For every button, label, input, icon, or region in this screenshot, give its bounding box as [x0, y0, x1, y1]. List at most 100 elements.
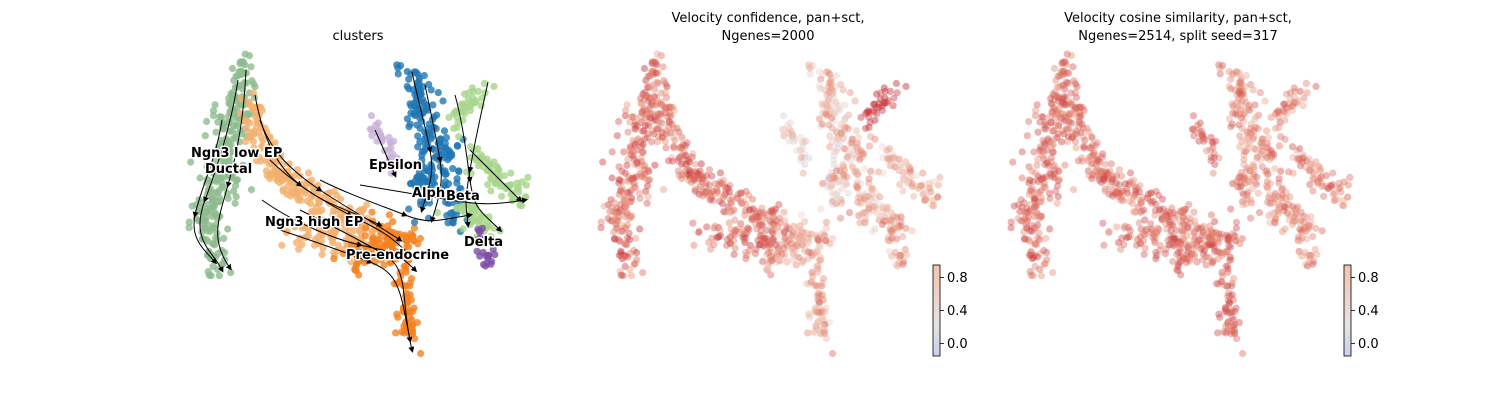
cell-point [1239, 110, 1247, 119]
cell-point [830, 148, 838, 156]
cell-point [1063, 78, 1071, 86]
cell-point [1309, 187, 1317, 195]
cluster-label-ductal: Ductal [205, 162, 252, 177]
cell-point [756, 210, 764, 218]
cell-point [814, 233, 822, 241]
cell-point [643, 92, 651, 100]
streamline [217, 69, 247, 271]
cell-point [1159, 205, 1167, 213]
cell-point [631, 141, 639, 149]
cell-point [810, 249, 818, 257]
cell-point [688, 153, 696, 161]
cell-point [626, 249, 634, 258]
cell-point [279, 187, 287, 195]
cell-point [1225, 300, 1233, 308]
cell-point [699, 175, 707, 183]
cell-point [1310, 257, 1318, 266]
cell-point [653, 125, 661, 133]
cell-point [833, 134, 841, 143]
cell-point [1161, 214, 1169, 222]
cell-point [682, 160, 690, 169]
cell-point [1298, 252, 1306, 260]
cell-point [623, 209, 631, 217]
cell-point [1173, 211, 1181, 219]
cell-point [899, 187, 907, 195]
cell-point [1053, 107, 1061, 115]
cell-point [1071, 103, 1079, 111]
cell-point [1300, 219, 1308, 227]
cell-point [1333, 195, 1341, 203]
cell-point [1036, 265, 1044, 273]
cell-point [1188, 125, 1196, 133]
cell-point [1031, 112, 1040, 120]
cell-point [865, 209, 873, 217]
cell-point [614, 208, 622, 216]
cell-point [617, 186, 625, 194]
cell-point [851, 97, 859, 105]
cell-point [196, 174, 204, 182]
cell-point [1264, 194, 1273, 202]
cell-point [843, 154, 851, 162]
cell-point [1205, 241, 1213, 249]
cell-point [1071, 89, 1080, 97]
cell-point [829, 90, 837, 98]
cell-point [1025, 117, 1033, 126]
cell-point [865, 113, 873, 121]
cell-point [1036, 249, 1044, 258]
cell-point [1292, 210, 1300, 218]
cell-point [1305, 259, 1313, 267]
cell-point [406, 291, 414, 299]
cell-point [764, 260, 773, 268]
cell-point [840, 171, 848, 179]
cell-point [1121, 222, 1129, 230]
cell-point [1151, 207, 1159, 215]
cell-point [629, 147, 637, 155]
cell-point [820, 328, 828, 336]
cell-point [766, 207, 775, 215]
cell-point [768, 206, 776, 214]
cell-point [1208, 138, 1216, 146]
cell-point [757, 240, 765, 249]
cell-point [845, 209, 854, 217]
cell-point [730, 206, 738, 214]
cell-point [893, 157, 901, 165]
cell-point [636, 113, 644, 121]
cell-point [930, 202, 938, 210]
cell-point [210, 107, 218, 115]
cell-point [1312, 82, 1320, 90]
cell-point [622, 200, 630, 209]
cell-point [1066, 118, 1074, 126]
cell-point [814, 317, 823, 325]
cell-point [411, 102, 419, 111]
cell-point [1088, 175, 1096, 183]
cell-point [805, 154, 813, 162]
cell-point [1039, 136, 1047, 144]
cell-point [829, 87, 837, 95]
cell-point [727, 225, 735, 233]
cell-point [1047, 154, 1055, 162]
cell-point [893, 213, 901, 221]
cell-point [1031, 262, 1039, 270]
cell-point [825, 110, 833, 118]
cell-point [1183, 255, 1192, 263]
cell-point [1043, 122, 1051, 130]
cell-point [1279, 203, 1287, 211]
cell-point [1219, 62, 1227, 70]
cell-point [1200, 137, 1208, 146]
cell-point [674, 157, 682, 165]
cell-point [1278, 202, 1286, 210]
cell-point [853, 182, 861, 190]
cell-point [1231, 329, 1239, 337]
cell-point [691, 160, 699, 168]
cell-point [652, 93, 661, 102]
cell-point [754, 236, 762, 244]
cell-point [1238, 124, 1246, 132]
cell-point [739, 197, 747, 205]
cell-point [624, 234, 632, 242]
cell-point [1235, 79, 1243, 87]
cell-point [1108, 188, 1116, 196]
cell-point [1120, 241, 1128, 249]
cell-point [1226, 256, 1234, 264]
cell-point [839, 135, 847, 143]
cell-point [1136, 181, 1144, 189]
